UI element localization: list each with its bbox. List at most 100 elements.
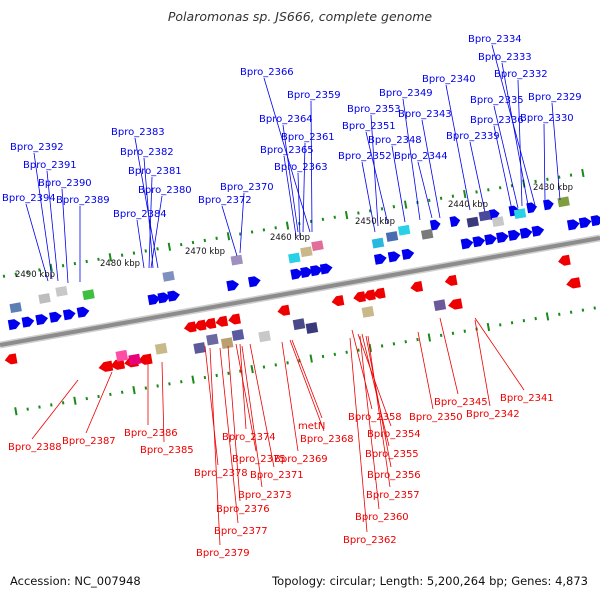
reverse-gene-arrow (566, 277, 581, 289)
scale-tick (546, 177, 549, 181)
forward-gene-arrow (460, 238, 474, 250)
reverse-gene-label: Bpro_2360 (355, 512, 409, 523)
gene-domain-block (292, 318, 306, 331)
gene-domain-block (300, 246, 313, 258)
gene-domain-block (230, 254, 243, 266)
forward-gene-label: Bpro_2380 (138, 185, 192, 196)
scale-tick (581, 168, 585, 178)
forward-gene-label: Bpro_2392 (10, 142, 64, 153)
reverse-gene-label: metN (298, 421, 325, 432)
scale-tick (226, 232, 231, 241)
scale-tick (309, 354, 313, 363)
forward-gene-label: Bpro_2391 (23, 160, 77, 171)
scale-tick (167, 242, 172, 251)
forward-gene-label: Bpro_2372 (198, 195, 252, 206)
forward-gene-arrow (310, 265, 323, 277)
forward-gene-label: Bpro_2384 (113, 209, 167, 220)
forward-gene-arrow (484, 234, 497, 246)
accession-label: Accession: NC_007948 (10, 574, 141, 588)
gene-domain-block (55, 285, 68, 297)
reverse-gene-leader-line (281, 341, 299, 452)
scale-tick (50, 403, 53, 407)
reverse-gene-leader-line (219, 347, 239, 524)
forward-gene-arrow (488, 209, 500, 220)
scale-kbp-label: 2480 kbp (100, 259, 140, 269)
gene-domain-block (361, 306, 375, 318)
gene-domain-block (311, 240, 324, 252)
reverse-gene-arrow (444, 274, 458, 286)
forward-gene-arrow (387, 251, 401, 263)
forward-gene-label: Bpro_2381 (128, 166, 182, 177)
scale-tick (380, 207, 384, 211)
forward-gene-label: Bpro_2348 (368, 135, 422, 146)
forward-gene-label: Bpro_2361 (281, 132, 335, 143)
reverse-gene-leader-line (204, 345, 219, 466)
scale-tick (498, 186, 502, 190)
scale-tick (286, 361, 289, 365)
forward-gene-leader-line (283, 155, 297, 237)
scale-tick (73, 261, 77, 266)
forward-gene-leader-line (493, 105, 519, 209)
scale-tick (522, 318, 526, 323)
scale-tick (344, 211, 349, 220)
scale-tick (581, 308, 585, 312)
forward-gene-label: Bpro_2351 (342, 121, 396, 132)
gene-domain-block (258, 330, 271, 343)
scale-tick (416, 337, 419, 342)
scale-tick (109, 392, 112, 397)
reverse-gene-arrow (277, 304, 291, 316)
reverse-gene-label: Bpro_2377 (214, 526, 268, 537)
reverse-gene-label: Bpro_2368 (300, 434, 354, 445)
gene-domain-block (115, 349, 129, 362)
gene-domain-block (420, 228, 434, 240)
genome-stats-label: Topology: circular; Length: 5,200,264 bp… (272, 574, 588, 588)
scale-tick (144, 386, 148, 390)
forward-gene-arrow (157, 292, 171, 304)
reverse-gene-leader-line (85, 371, 113, 434)
gene-domain-block (371, 237, 385, 249)
forward-gene-arrow (507, 229, 521, 241)
scale-tick (510, 321, 514, 325)
scale-tick (463, 189, 467, 199)
reverse-gene-arrow (137, 353, 153, 365)
forward-gene-arrow (578, 217, 592, 229)
scale-tick (427, 333, 432, 342)
scale-tick (227, 371, 230, 375)
genome-backbone (0, 236, 600, 347)
reverse-gene-leader-line (249, 343, 275, 468)
forward-gene-leader-line (302, 142, 306, 233)
scale-kbp-label: 2430 kbp (533, 183, 573, 193)
scale-tick (61, 401, 65, 405)
forward-gene-label: Bpro_2394 (2, 193, 56, 204)
reverse-gene-arrow (363, 289, 376, 301)
scale-tick (180, 380, 183, 384)
scale-tick (73, 396, 77, 405)
scale-kbp-label: 2460 kbp (270, 233, 310, 243)
forward-gene-leader-line (493, 125, 513, 211)
reverse-gene-arrow (410, 281, 424, 293)
gene-domain-block (385, 231, 399, 242)
scale-tick (179, 242, 183, 247)
forward-gene-arrow (526, 202, 538, 214)
reverse-gene-label: Bpro_2341 (500, 393, 554, 404)
scale-tick (569, 310, 573, 314)
reverse-gene-arrow (98, 360, 114, 372)
forward-gene-label: Bpro_2366 (240, 67, 294, 78)
scale-tick (61, 264, 65, 268)
scale-tick (2, 274, 6, 278)
scale-tick (569, 173, 573, 177)
scale-tick (403, 200, 408, 209)
scale-tick (534, 316, 537, 321)
gene-domain-block (154, 342, 168, 355)
forward-gene-arrow (590, 215, 600, 227)
scale-tick (451, 331, 455, 335)
reverse-gene-label: Bpro_2345 (434, 397, 488, 408)
reverse-gene-arrow (183, 321, 197, 333)
forward-gene-arrow (49, 311, 62, 323)
scale-tick (191, 240, 195, 245)
scale-tick (85, 259, 88, 264)
scale-kbp-label: 2470 kbp (185, 247, 225, 257)
reverse-gene-label: Bpro_2355 (365, 449, 419, 460)
scale-tick (404, 340, 407, 344)
